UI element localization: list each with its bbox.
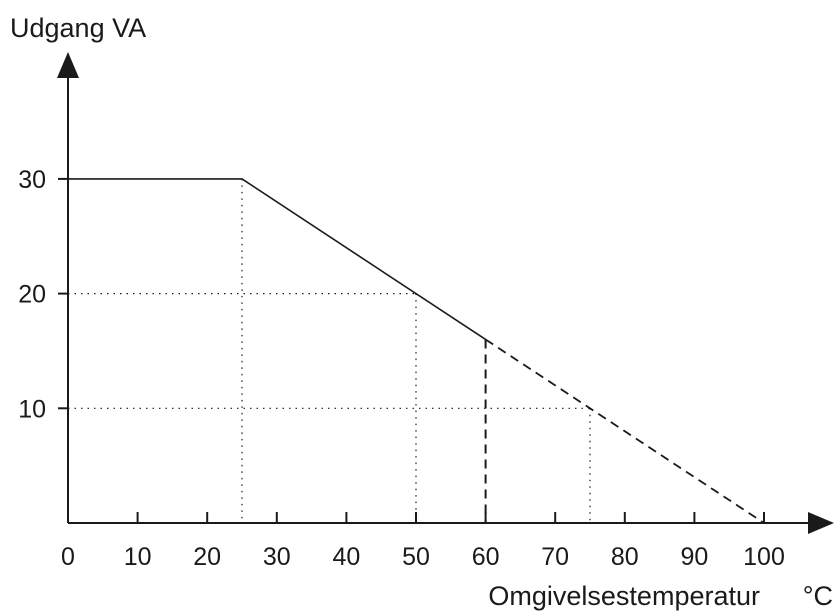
x-tick-label-80: 80 bbox=[611, 543, 639, 571]
x-tick-label-10: 10 bbox=[124, 543, 152, 571]
x-tick-label-20: 20 bbox=[193, 543, 221, 571]
x-tick-label-60: 60 bbox=[472, 543, 500, 571]
x-tick-label-30: 30 bbox=[263, 543, 291, 571]
x-tick-label-90: 90 bbox=[680, 543, 708, 571]
x-tick-label-0: 0 bbox=[61, 543, 75, 571]
x-tick-label-100: 100 bbox=[743, 543, 785, 571]
reference-lines bbox=[68, 178, 591, 523]
x-axis-unit: °C bbox=[803, 581, 833, 611]
y-axis-arrow-icon bbox=[57, 52, 79, 78]
series bbox=[68, 178, 765, 524]
axes bbox=[57, 52, 834, 534]
ticks: 0 10 20 30 40 50 60 70 80 90 100 10 20 30 bbox=[18, 166, 785, 571]
series-line-dashed bbox=[485, 338, 765, 524]
y-tick-label-20: 20 bbox=[18, 281, 46, 309]
x-axis-title: Omgivelsestemperatur bbox=[488, 581, 760, 611]
y-tick-label-30: 30 bbox=[18, 166, 46, 194]
series-line-solid bbox=[68, 178, 487, 341]
x-tick-label-50: 50 bbox=[402, 543, 430, 571]
x-tick-label-40: 40 bbox=[332, 543, 360, 571]
x-tick-label-70: 70 bbox=[541, 543, 569, 571]
x-axis-arrow-icon bbox=[808, 512, 834, 534]
y-axis-title: Udgang VA bbox=[10, 13, 146, 43]
y-tick-label-10: 10 bbox=[18, 395, 46, 423]
